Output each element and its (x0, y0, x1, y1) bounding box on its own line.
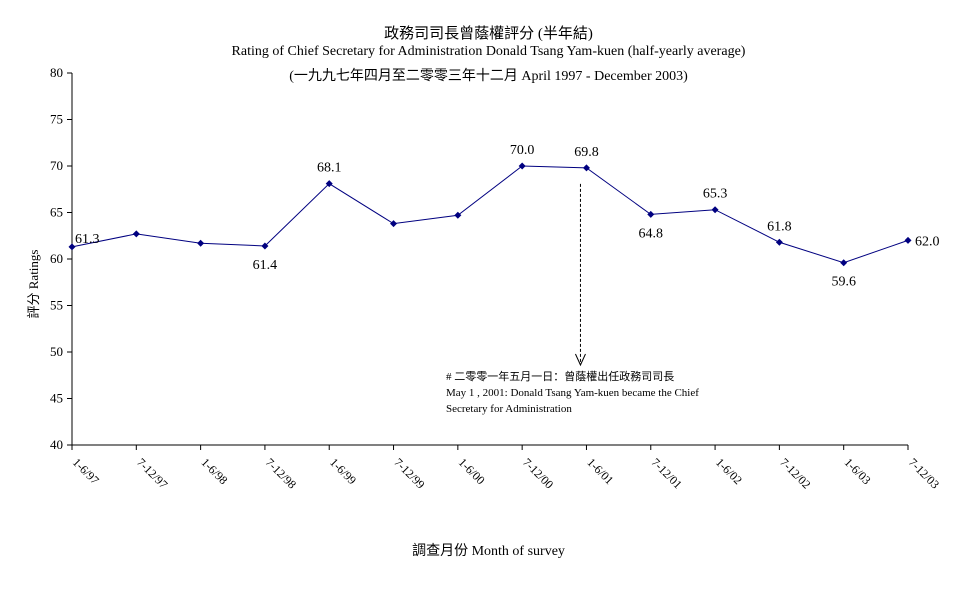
data-point (647, 210, 655, 218)
data-label: 62.0 (915, 234, 940, 249)
annotation-line-1: # 二零零一年五月一日：曾蔭權出任政務司司長 (446, 371, 675, 383)
data-point (197, 239, 205, 247)
series-line (71, 165, 909, 264)
y-tick-label: 50 (50, 344, 63, 359)
y-tick-label: 70 (50, 158, 63, 173)
data-point (775, 238, 783, 246)
data-point (454, 211, 462, 219)
x-tick-label: 1-6/03 (842, 455, 874, 487)
x-tick-label: 1-6/97 (70, 455, 102, 487)
chart-subtitle-range: (一九九七年四月至二零零三年十二月 April 1997 - December … (289, 69, 688, 84)
data-point (840, 259, 848, 267)
chart-subtitle: Rating of Chief Secretary for Administra… (231, 44, 746, 59)
y-tick-label: 80 (50, 65, 63, 80)
data-label: 61.4 (253, 258, 278, 273)
data-point (711, 206, 719, 214)
data-point (904, 236, 912, 244)
x-tick-label: 7-12/00 (520, 455, 556, 491)
x-tick-label: 1-6/00 (456, 455, 488, 487)
annotation-line-2: May 1 , 2001: Donald Tsang Yam-kuen beca… (446, 387, 699, 399)
y-tick-label: 40 (50, 437, 63, 452)
y-tick-label: 75 (50, 112, 63, 127)
data-label: 70.0 (510, 143, 535, 158)
x-tick-label: 1-6/98 (198, 455, 230, 487)
annotation-arrow-head (575, 353, 586, 367)
data-point (68, 243, 76, 251)
data-point (261, 242, 269, 250)
data-label: 68.1 (317, 161, 342, 176)
data-label: 61.8 (767, 219, 792, 234)
y-tick-label: 65 (50, 205, 63, 220)
x-tick-label: 1-6/99 (327, 455, 359, 487)
data-point (325, 180, 333, 188)
annotation-note: # 二零零一年五月一日：曾蔭權出任政務司司長 May 1 , 2001: Don… (446, 369, 699, 417)
y-axis-label: 評分 Ratings (26, 250, 41, 319)
data-label: 69.8 (574, 145, 599, 160)
x-tick-label: 7-12/03 (906, 455, 942, 491)
data-point (132, 230, 140, 238)
data-label: 64.8 (639, 226, 664, 241)
annotation-line-3: Secretary for Administration (446, 403, 572, 415)
data-point (390, 220, 398, 228)
x-tick-label: 7-12/97 (134, 455, 170, 491)
data-point (582, 164, 590, 172)
y-tick-label: 45 (50, 391, 63, 406)
data-point (518, 162, 526, 170)
data-label: 59.6 (831, 275, 856, 290)
x-tick-label: 7-12/02 (777, 455, 813, 491)
x-tick-label: 1-6/02 (713, 455, 745, 487)
data-label: 61.3 (75, 232, 100, 247)
x-tick-label: 7-12/98 (263, 455, 299, 491)
x-axis-label: 調查月份 Month of survey (412, 544, 565, 559)
y-tick-label: 60 (50, 251, 63, 266)
chart-title: 政務司司長曾蔭權評分 (半年結) (384, 26, 593, 42)
x-tick-label: 7-12/99 (391, 455, 427, 491)
data-label: 65.3 (703, 187, 728, 202)
x-tick-label: 7-12/01 (649, 455, 685, 491)
y-tick-label: 55 (50, 298, 63, 313)
x-tick-label: 1-6/01 (584, 455, 616, 487)
